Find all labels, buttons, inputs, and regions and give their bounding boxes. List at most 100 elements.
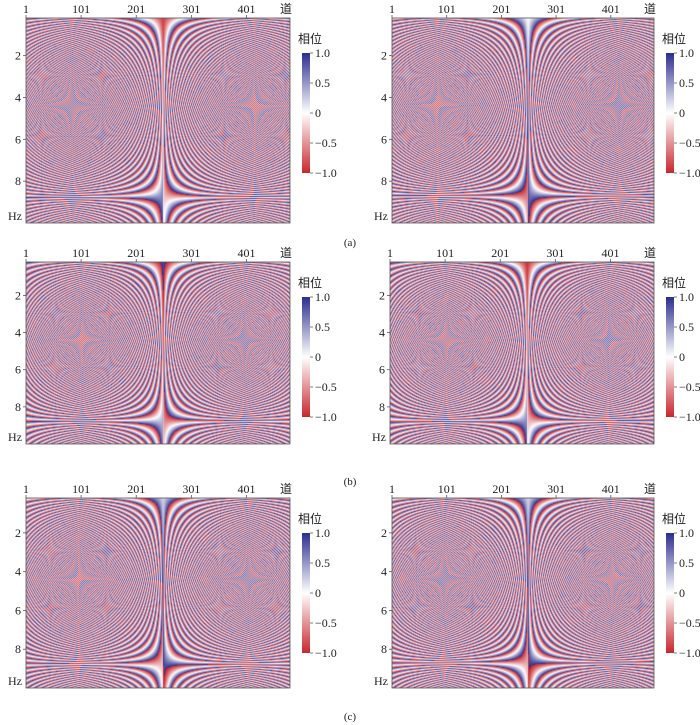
colorbar-tick-label: 0.5 xyxy=(679,76,694,90)
colorbar xyxy=(666,53,674,173)
x-tick-label: 301 xyxy=(182,2,200,16)
colorbar-title: 相位 xyxy=(662,31,686,46)
colorbar-tick-label: 1.0 xyxy=(315,526,330,540)
colorbar xyxy=(302,53,310,173)
colorbar xyxy=(666,533,674,653)
x-tick-label: 201 xyxy=(127,246,145,260)
x-tick-label: 401 xyxy=(601,246,619,260)
x-axis-label: 道 xyxy=(280,2,292,16)
x-tick-label: 401 xyxy=(237,246,255,260)
phase-heatmap xyxy=(392,18,654,223)
panel-c-left: 1 101 201 301 401 道 2 4 6 8 Hz 相位1.0 0.5 0 −0.5 −1.0 xyxy=(8,482,337,689)
y-tick-label: 8 xyxy=(15,174,21,188)
x-tick-label: 1 xyxy=(389,482,395,496)
caption-a: (a) xyxy=(344,237,357,249)
x-tick-label: 101 xyxy=(72,246,90,260)
plot-frame xyxy=(25,261,291,445)
y-tick-label: 6 xyxy=(379,363,385,377)
colorbar-title: 相位 xyxy=(298,31,322,46)
colorbar-tick-label: 0.5 xyxy=(315,320,330,334)
y-axis-label: Hz xyxy=(372,430,386,444)
y-axis-label: Hz xyxy=(374,674,388,688)
x-tick-label: 201 xyxy=(491,246,509,260)
x-tick-label: 1 xyxy=(387,246,393,260)
phase-heatmap xyxy=(26,262,290,444)
y-tick-label: 4 xyxy=(15,90,21,104)
y-tick-label: 4 xyxy=(379,326,385,340)
colorbar-title: 相位 xyxy=(298,511,322,526)
y-tick-label: 2 xyxy=(379,288,385,302)
colorbar-tick-label: 1.0 xyxy=(315,46,330,60)
panel-a-left: 1 101 201 301 401 道 2 4 6 8 Hz 相位1.0 0.5 0 −0.5 −1.0 xyxy=(8,2,337,224)
colorbar-tick-label: −0.5 xyxy=(315,136,337,150)
x-tick-label: 201 xyxy=(492,482,510,496)
plot-frame xyxy=(25,497,291,689)
colorbar-title: 相位 xyxy=(662,275,686,290)
y-tick-label: 6 xyxy=(15,132,21,146)
y-tick-label: 4 xyxy=(15,565,21,579)
phase-heatmap xyxy=(390,262,654,444)
colorbar-tick-label: −1.0 xyxy=(315,410,337,424)
caption-b: (b) xyxy=(344,476,357,488)
y-tick-label: 4 xyxy=(381,565,387,579)
y-tick-label: 6 xyxy=(381,132,387,146)
panel-a-right: 1 101 201 301 401 道 2 4 6 8 Hz 相位1.0 0.5 0 −0.5 −1.0 xyxy=(374,2,700,224)
y-tick-label: 4 xyxy=(381,90,387,104)
x-tick-label: 1 xyxy=(23,2,29,16)
y-tick-label: 2 xyxy=(15,526,21,540)
colorbar xyxy=(302,297,310,417)
colorbar-tick-label: 0 xyxy=(315,586,321,600)
y-axis-label: Hz xyxy=(8,430,22,444)
colorbar-tick-label: 0.5 xyxy=(315,556,330,570)
y-tick-label: 2 xyxy=(15,288,21,302)
y-tick-label: 8 xyxy=(15,400,21,414)
colorbar-tick-label: −1.0 xyxy=(679,166,700,180)
colorbar-tick-label: 1.0 xyxy=(679,526,694,540)
panel-c-right: 1 101 201 301 401 道 2 4 6 8 Hz 相位1.0 0.5 0 −0.5 −1.0 xyxy=(374,482,700,689)
panel-b-left: 1 101 201 301 401 道 2 4 6 8 Hz 相位1.0 0.5 0 −0.5 −1.0 xyxy=(8,246,337,445)
y-tick-label: 2 xyxy=(381,49,387,63)
y-tick-label: 6 xyxy=(15,363,21,377)
x-tick-label: 201 xyxy=(127,482,145,496)
x-tick-label: 101 xyxy=(72,2,90,16)
colorbar-tick-label: 0 xyxy=(679,350,685,364)
colorbar-tick-label: −1.0 xyxy=(679,646,700,660)
x-tick-label: 201 xyxy=(492,2,510,16)
x-axis-label: 道 xyxy=(644,482,656,496)
y-tick-label: 8 xyxy=(381,174,387,188)
x-tick-label: 401 xyxy=(602,482,620,496)
colorbar xyxy=(666,297,674,417)
x-tick-label: 1 xyxy=(23,482,29,496)
y-axis-label: Hz xyxy=(8,209,22,223)
plot-frame xyxy=(391,17,655,224)
phase-heatmap xyxy=(26,18,290,223)
y-tick-label: 8 xyxy=(15,642,21,656)
x-tick-label: 1 xyxy=(389,2,395,16)
x-tick-label: 101 xyxy=(438,2,456,16)
colorbar-tick-label: −1.0 xyxy=(315,646,337,660)
colorbar-tick-label: 0 xyxy=(679,586,685,600)
x-tick-label: 301 xyxy=(182,482,200,496)
y-tick-label: 8 xyxy=(381,642,387,656)
caption-c: (c) xyxy=(344,711,357,723)
colorbar-tick-label: −0.5 xyxy=(679,136,700,150)
colorbar xyxy=(302,533,310,653)
colorbar-tick-label: 0.5 xyxy=(679,320,694,334)
y-tick-label: 2 xyxy=(381,526,387,540)
y-tick-label: 8 xyxy=(379,400,385,414)
x-tick-label: 101 xyxy=(436,246,454,260)
x-axis-label: 道 xyxy=(644,2,656,16)
y-axis-label: Hz xyxy=(8,674,22,688)
x-tick-label: 401 xyxy=(602,2,620,16)
y-tick-label: 2 xyxy=(15,49,21,63)
colorbar-tick-label: −0.5 xyxy=(679,380,700,394)
x-tick-label: 301 xyxy=(546,246,564,260)
x-tick-label: 401 xyxy=(237,482,255,496)
colorbar-tick-label: −0.5 xyxy=(679,616,700,630)
colorbar-tick-label: 0.5 xyxy=(679,556,694,570)
colorbar-tick-label: 1.0 xyxy=(679,290,694,304)
colorbar-tick-label: −1.0 xyxy=(315,166,337,180)
colorbar-title: 相位 xyxy=(298,275,322,290)
